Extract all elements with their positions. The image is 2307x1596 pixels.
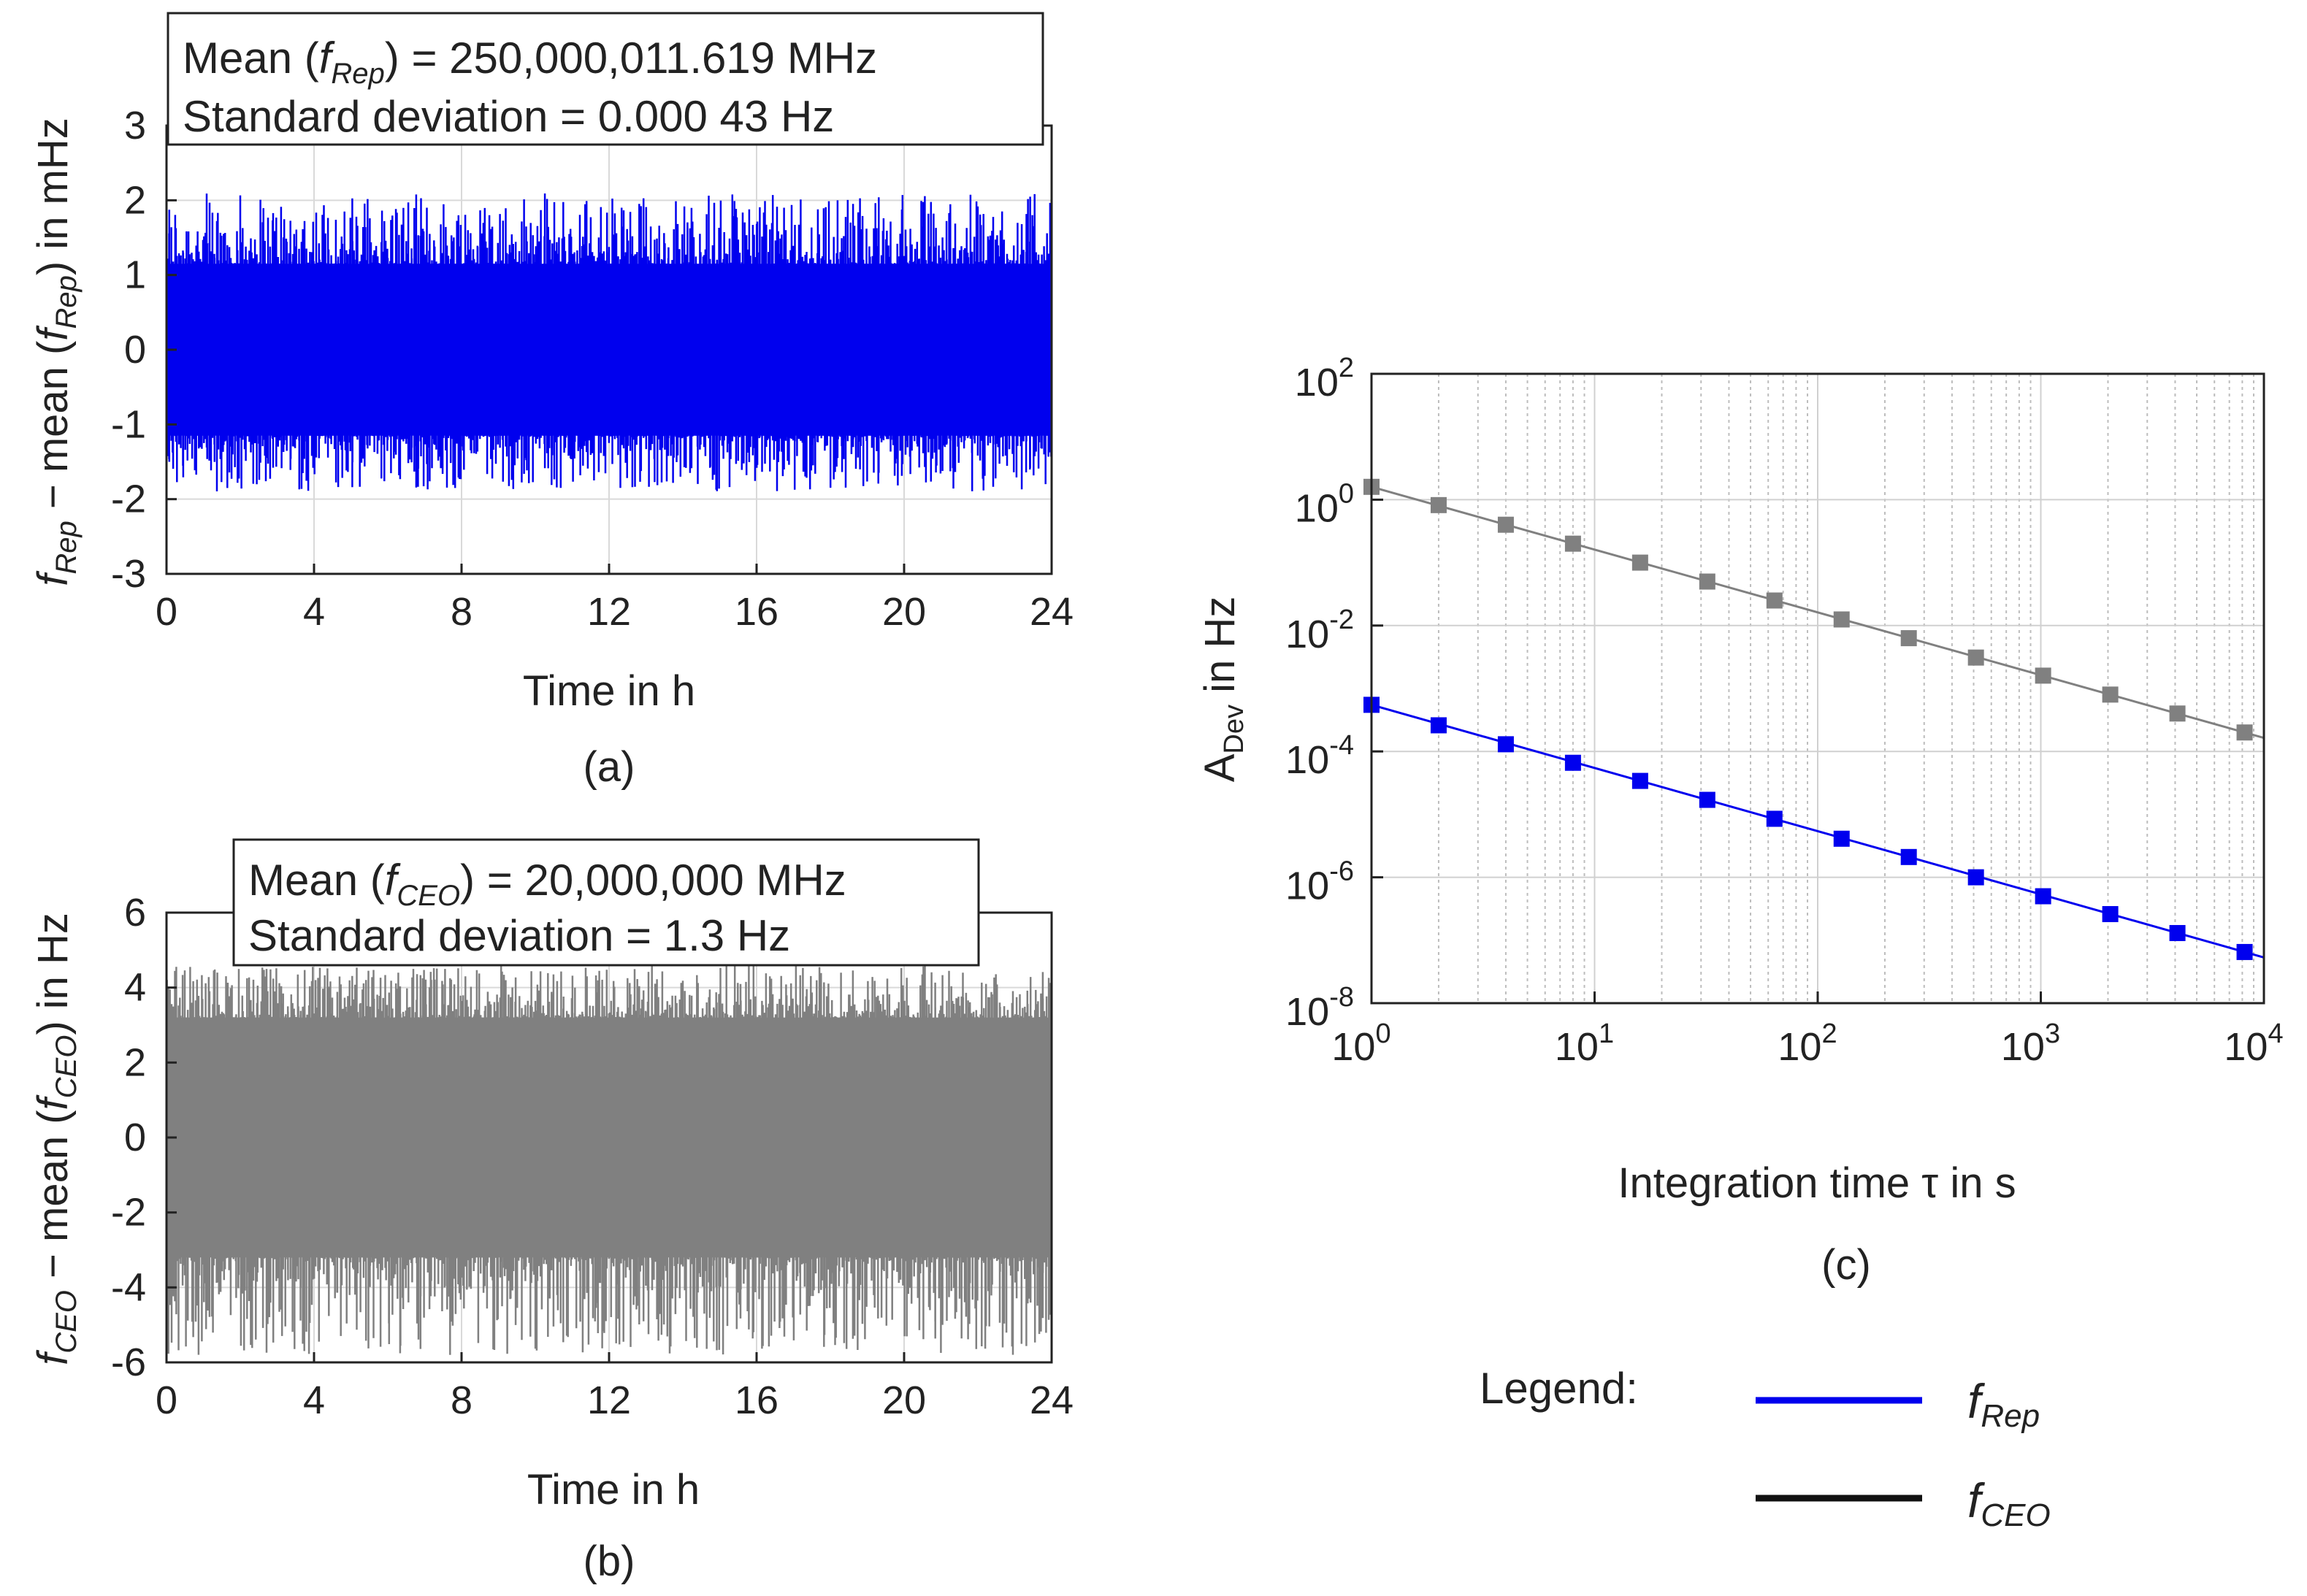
- series-point-frep: [1967, 869, 1984, 886]
- panel-b-signal: [166, 965, 1052, 1355]
- panel-c-ylabel: ADev in Hz: [1196, 596, 1250, 783]
- panel-a-annotation-mean: Mean (fRep) = 250,000,011.619 MHz: [183, 34, 877, 90]
- x-tick-label: 101: [1555, 1018, 1614, 1069]
- y-tick-label: 3: [124, 104, 146, 147]
- y-tick-label: 4: [124, 966, 146, 1010]
- panel-c-grid: [1371, 373, 2265, 1004]
- series-point-fceo: [2236, 724, 2253, 741]
- y-tick-label: 100: [1295, 478, 1354, 530]
- series-point-frep: [1564, 754, 1581, 771]
- x-tick-label: 8: [451, 590, 473, 634]
- panel-c-series: [1363, 478, 2265, 960]
- legend: Legend: fRep fCEO: [1480, 1364, 2051, 1533]
- series-point-fceo: [2102, 686, 2119, 703]
- x-tick-label: 16: [735, 1378, 778, 1422]
- x-tick-label: 24: [1030, 1378, 1074, 1422]
- panel-b-xlabel: Time in h: [527, 1466, 700, 1513]
- y-tick-label: 102: [1295, 353, 1354, 404]
- y-tick-label: -3: [111, 552, 146, 596]
- y-tick-label: 10-6: [1285, 856, 1354, 908]
- y-tick-label: 2: [124, 1040, 146, 1084]
- panel-b-annotation-mean: Mean (fCEO) = 20,000,000 MHz: [248, 856, 846, 912]
- y-tick-label: -6: [111, 1340, 146, 1384]
- x-tick-label: 20: [882, 590, 926, 634]
- x-tick-label: 8: [451, 1378, 473, 1422]
- series-point-fceo: [1430, 496, 1447, 513]
- series-point-fceo: [1564, 535, 1581, 552]
- series-point-fceo: [1900, 630, 1917, 647]
- x-tick-label: 103: [2001, 1018, 2060, 1069]
- x-tick-label: 16: [735, 590, 778, 634]
- series-point-frep: [1900, 848, 1917, 865]
- y-tick-label: 0: [124, 1116, 146, 1159]
- panel-b-caption: (b): [584, 1538, 635, 1585]
- y-tick-label: 10-4: [1285, 730, 1354, 782]
- series-point-frep: [1699, 791, 1715, 808]
- series-point-frep: [1631, 772, 1648, 789]
- series-point-fceo: [1766, 592, 1783, 609]
- y-tick-label: -2: [111, 1191, 146, 1235]
- panel-a-signal: [166, 193, 1052, 491]
- y-tick-label: 10-8: [1285, 982, 1354, 1034]
- series-point-fceo: [1631, 554, 1648, 571]
- x-tick-label: 100: [1331, 1018, 1390, 1069]
- series-point-frep: [1430, 717, 1447, 734]
- series-point-frep: [2102, 906, 2119, 923]
- y-tick-label: 6: [124, 891, 146, 935]
- x-tick-label: 104: [2224, 1018, 2283, 1069]
- series-point-fceo: [2169, 705, 2186, 722]
- y-tick-label: 10-2: [1285, 605, 1354, 656]
- x-tick-label: 0: [156, 1378, 177, 1422]
- panel-a-xlabel: Time in h: [523, 667, 695, 715]
- panel-c-allan-deviation: 100 101 102 103 104 10-8 10-6 10-4 10-2 100 102 In…: [1196, 353, 2284, 1289]
- panel-a-annotation-std: Standard deviation = 0.000 43 Hz: [183, 92, 834, 141]
- series-point-fceo: [1967, 649, 1984, 666]
- series-point-fceo: [2035, 667, 2051, 684]
- series-point-fceo: [1833, 611, 1850, 628]
- series-point-frep: [2236, 943, 2253, 960]
- panel-a-ylabel: fRep − mean (fRep) in mHz: [29, 118, 83, 586]
- series-point-fceo: [1497, 516, 1514, 533]
- x-tick-label: 4: [303, 590, 325, 634]
- legend-label-frep: fRep: [1967, 1374, 2040, 1434]
- panel-c-caption: (c): [1821, 1241, 1871, 1289]
- y-tick-label: -1: [111, 402, 146, 446]
- panel-a-annotation-box: [167, 12, 1044, 146]
- x-tick-label: 0: [156, 590, 177, 634]
- series-point-fceo: [1699, 573, 1715, 590]
- panel-a-caption: (a): [584, 743, 635, 791]
- y-tick-label: -4: [111, 1265, 146, 1309]
- panel-b-ylabel: fCEO − mean (fCEO) in Hz: [29, 913, 83, 1365]
- series-point-frep: [1833, 830, 1850, 847]
- y-tick-label: -2: [111, 477, 146, 521]
- series-point-frep: [2035, 888, 2051, 905]
- x-tick-label: 12: [587, 590, 631, 634]
- x-tick-label: 20: [882, 1378, 926, 1422]
- series-point-frep: [2169, 924, 2186, 941]
- x-tick-label: 24: [1030, 590, 1074, 634]
- series-point-frep: [1766, 810, 1783, 827]
- x-tick-label: 102: [1778, 1018, 1837, 1069]
- panel-b-annotation-std: Standard deviation = 1.3 Hz: [248, 911, 790, 960]
- y-tick-label: 1: [124, 253, 146, 297]
- y-tick-label: 0: [124, 328, 146, 372]
- x-tick-label: 12: [587, 1378, 631, 1422]
- x-tick-label: 4: [303, 1378, 325, 1422]
- legend-title: Legend:: [1480, 1364, 1638, 1413]
- legend-label-fceo: fCEO: [1967, 1473, 2051, 1533]
- panel-c-xlabel: Integration time τ in s: [1618, 1159, 2016, 1207]
- panel-c-ticks: 100 101 102 103 104 10-8 10-6 10-4 10-2 100 102: [1285, 353, 2283, 1069]
- series-point-frep: [1497, 736, 1514, 753]
- y-tick-label: 2: [124, 178, 146, 222]
- panel-b-annotation-box: [232, 838, 980, 967]
